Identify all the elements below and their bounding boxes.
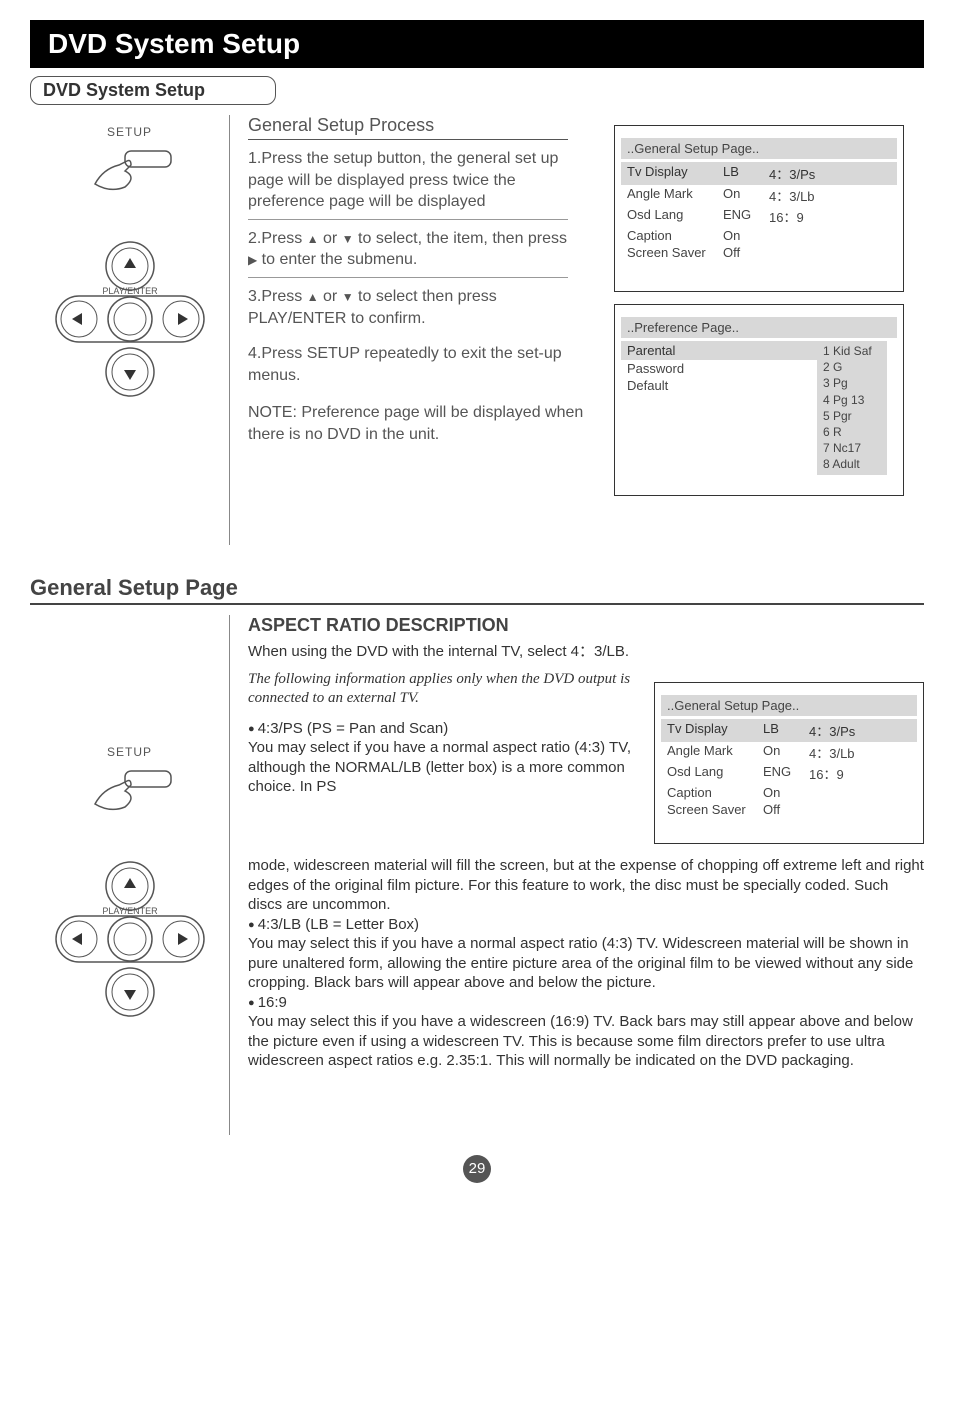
menu-row: Tv DisplayLB4：3/Ps <box>621 162 897 185</box>
general-setup-process-heading: General Setup Process <box>248 115 568 140</box>
pref-row: Parental <box>621 341 817 360</box>
menu-row: Angle MarkOn4：3/Lb <box>661 742 917 763</box>
note-text: NOTE: Preference page will be displayed … <box>248 402 588 445</box>
pref-row: Password <box>621 360 817 377</box>
menu-row: Osd LangENG16：9 <box>661 763 917 784</box>
pref-row: Default <box>621 377 817 394</box>
step-2: 2.Press or to select, the item, then pre… <box>248 228 568 278</box>
menu-row: Angle MarkOn4：3/Lb <box>621 185 897 206</box>
pref-options: 1 Kid Saf2 G3 Pg4 Pg 135 Pgr6 R7 Nc178 A… <box>817 341 887 475</box>
para-43ps-b: mode, widescreen material will fill the … <box>248 856 924 915</box>
pref-label: Default <box>627 378 668 393</box>
menu-row: Tv DisplayLB4：3/Ps <box>661 719 917 742</box>
left-column-bottom: SETUP PLAY/ENTER <box>30 615 230 1135</box>
menu-row: Screen SaverOff <box>661 801 917 818</box>
setup-button-icon <box>85 149 175 194</box>
aspect-intro: When using the DVD with the internal TV,… <box>248 642 646 662</box>
dpad-icon-2: PLAY/ENTER <box>50 854 210 1024</box>
down-arrow-icon-2 <box>342 288 354 305</box>
down-arrow-icon <box>342 230 354 247</box>
setup-label: SETUP <box>30 125 229 139</box>
page-title-bar: DVD System Setup <box>30 20 924 68</box>
up-arrow-icon <box>307 230 319 247</box>
menu-row: Osd LangENG16：9 <box>621 206 897 227</box>
setup-button-icon-2 <box>85 769 175 814</box>
general-setup-menu-2: ..General Setup Page.. Tv DisplayLB4：3/P… <box>654 682 924 844</box>
preference-menu: ..Preference Page.. Parental Password De… <box>614 304 904 496</box>
aspect-italic-note: The following information applies only w… <box>248 670 646 709</box>
bullet-43lb: 4:3/LB (LB = Letter Box) <box>248 915 924 935</box>
page-number: 29 <box>463 1155 491 1183</box>
setup-label-2: SETUP <box>30 745 229 759</box>
menu3-header: ..General Setup Page.. <box>661 695 917 716</box>
step2-text-a: 2.Press <box>248 230 307 247</box>
menu-row: CaptionOn <box>661 784 917 801</box>
step3-text-b: or <box>319 288 342 305</box>
general-setup-page-heading: General Setup Page <box>30 575 924 605</box>
step2-text-c: to select, the item, then press <box>354 230 567 247</box>
step-1: 1.Press the setup button, the general se… <box>248 148 568 220</box>
menu-row: Screen SaverOff <box>621 244 897 261</box>
step-3: 3.Press or to select then press PLAY/ENT… <box>248 286 568 335</box>
svg-text:PLAY/ENTER: PLAY/ENTER <box>102 906 158 916</box>
left-column-top: SETUP PLAY/ENTER <box>30 115 230 545</box>
svg-text:PLAY/ENTER: PLAY/ENTER <box>102 286 158 296</box>
general-setup-menu: ..General Setup Page.. Tv DisplayLB4：3/P… <box>614 125 904 292</box>
menu2-header: ..Preference Page.. <box>621 317 897 338</box>
bullet-43ps: 4:3/PS (PS = Pan and Scan) <box>248 719 646 739</box>
step-4: 4.Press SETUP repeatedly to exit the set… <box>248 343 568 392</box>
step3-text-a: 3.Press <box>248 288 307 305</box>
up-arrow-icon-2 <box>307 288 319 305</box>
pref-label: Parental <box>627 343 675 358</box>
right-column-bottom: ASPECT RATIO DESCRIPTION When using the … <box>240 615 924 1135</box>
para-169: You may select this if you have a widesc… <box>248 1012 924 1071</box>
bullet-169: 16:9 <box>248 993 924 1013</box>
step2-text-d: to enter the submenu. <box>257 251 417 268</box>
right-arrow-icon <box>248 251 257 268</box>
sub-title: DVD System Setup <box>30 76 276 105</box>
step2-text-b: or <box>319 230 342 247</box>
pref-label: Password <box>627 361 684 376</box>
aspect-ratio-heading: ASPECT RATIO DESCRIPTION <box>248 615 924 636</box>
para-43lb: You may select this if you have a normal… <box>248 934 924 993</box>
menu-header: ..General Setup Page.. <box>621 138 897 159</box>
dpad-icon: PLAY/ENTER <box>50 234 210 404</box>
para-43ps-a: You may select if you have a normal aspe… <box>248 738 646 797</box>
menu-row: CaptionOn <box>621 227 897 244</box>
